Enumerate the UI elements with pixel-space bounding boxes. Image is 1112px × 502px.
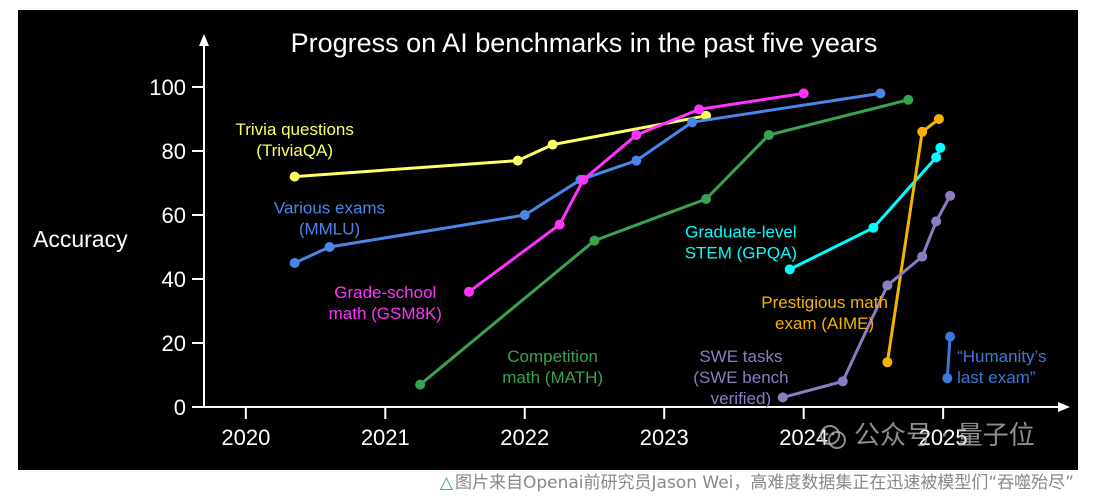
- data-point: [512, 155, 523, 166]
- y-tick-label: 40: [162, 267, 186, 292]
- series-label: Trivia questions (TriviaQA): [235, 120, 353, 160]
- data-point: [933, 114, 944, 124]
- data-point: [931, 152, 942, 163]
- series-line: [789, 147, 942, 271]
- series-humanity-s-last-exam: [942, 331, 956, 384]
- x-tick-label: 2025: [919, 425, 968, 450]
- data-point: [942, 373, 953, 384]
- data-point: [463, 286, 474, 297]
- data-point: [694, 104, 705, 115]
- series-label-line: verified): [711, 389, 771, 408]
- y-axis-arrow: [199, 34, 209, 46]
- data-point: [324, 242, 335, 252]
- data-point: [784, 264, 795, 275]
- data-point: [631, 155, 642, 166]
- data-point: [882, 357, 893, 368]
- data-point: [289, 258, 300, 268]
- y-tick-label: 60: [162, 203, 186, 228]
- data-point: [763, 130, 774, 140]
- series-label-line: math (MATH): [502, 368, 603, 387]
- data-point: [917, 251, 928, 262]
- data-point: [578, 174, 589, 185]
- data-point: [868, 222, 879, 233]
- data-point: [519, 210, 530, 220]
- series-line: [294, 114, 707, 179]
- series-label-line: (TriviaQA): [256, 141, 333, 160]
- data-point: [935, 142, 946, 153]
- y-tick-label: 80: [162, 139, 186, 164]
- series-label-line: Competition: [507, 347, 598, 366]
- series-label-line: SWE tasks: [699, 347, 782, 366]
- data-point: [945, 190, 956, 201]
- series-label: Competition math (MATH): [502, 347, 603, 387]
- chart-title: Progress on AI benchmarks in the past fi…: [291, 28, 878, 58]
- data-point: [415, 379, 426, 390]
- x-tick-label: 2024: [779, 425, 828, 450]
- watermark: 公众号 · 量子位: [818, 415, 1035, 452]
- series-label: Grade-school math (GSM8K): [329, 283, 442, 323]
- data-point: [931, 216, 942, 227]
- series-label-line: (SWE bench: [693, 368, 788, 387]
- series-label-line: math (GSM8K): [329, 304, 442, 323]
- series-line: [468, 91, 804, 294]
- series-label-line: “Humanity’s: [957, 347, 1046, 366]
- data-point: [777, 392, 788, 403]
- x-axis-arrow: [1058, 402, 1070, 412]
- series-gpqa: [784, 142, 946, 275]
- caption-text: 图片来自Openai前研究员Jason Wei，高难度数据集正在迅速被模型们“吞…: [454, 473, 1074, 493]
- chart-frame: Progress on AI benchmarks in the past fi…: [18, 10, 1078, 470]
- series-labels: Trivia questions (TriviaQA) Various exams (…: [235, 120, 1046, 408]
- axes: 0 20 40 60 80 100 2020 2021 2022 2023 2024 2025: [149, 34, 1070, 450]
- series-label: SWE tasks (SWE bench verified): [693, 347, 788, 408]
- series-gsm8k: [463, 88, 809, 297]
- series-label: Graduate-level STEM (GPQA): [685, 222, 797, 262]
- watermark-text: 公众号 · 量子位: [854, 421, 1035, 451]
- triangle-icon: △: [439, 473, 453, 493]
- series-aime: [882, 114, 944, 368]
- x-tick-label: 2021: [361, 425, 410, 450]
- y-tick-label: 0: [174, 395, 186, 420]
- data-point: [547, 139, 558, 150]
- y-tick-label: 100: [149, 75, 186, 100]
- x-tick-label: 2022: [500, 425, 549, 450]
- figure-caption: △ 图片来自Openai前研究员Jason Wei，高难度数据集正在迅速被模型们“…: [0, 472, 1074, 494]
- series-label-line: last exam”: [957, 368, 1036, 387]
- data-point: [903, 94, 914, 105]
- series-label-line: Grade-school: [334, 283, 436, 302]
- series-label-line: Graduate-level: [685, 222, 797, 241]
- series-line: [885, 117, 940, 363]
- chart: Progress on AI benchmarks in the past fi…: [33, 28, 1070, 450]
- data-point: [589, 235, 600, 246]
- series-label: Various exams (MMLU): [274, 198, 385, 238]
- series-layer: [289, 88, 956, 403]
- data-point: [875, 88, 886, 99]
- data-point: [945, 331, 956, 342]
- series-math: [415, 94, 914, 390]
- data-point: [917, 126, 928, 137]
- data-point: [882, 280, 893, 291]
- data-point: [701, 194, 712, 204]
- series-label-line: STEM (GPQA): [685, 243, 797, 262]
- data-point: [798, 88, 809, 99]
- series-label: Prestigious math exam (AIME): [761, 293, 888, 333]
- series-label: “Humanity’s last exam”: [957, 347, 1046, 387]
- series-label-line: Various exams: [274, 198, 385, 217]
- series-label-line: (MMLU): [299, 219, 360, 238]
- data-point: [631, 130, 642, 140]
- x-tick-label: 2020: [221, 425, 270, 450]
- x-tick-label: 2023: [640, 425, 689, 450]
- series-label-line: Prestigious math: [761, 293, 888, 312]
- data-point: [837, 376, 848, 387]
- wechat-icon: [820, 424, 846, 449]
- series-line: [945, 336, 952, 379]
- data-point: [687, 117, 698, 128]
- data-point: [554, 219, 565, 230]
- series-triviaqa: [289, 110, 712, 182]
- series-label-line: Trivia questions: [235, 120, 353, 139]
- series-swe-bench: [777, 190, 956, 403]
- data-point: [289, 171, 300, 182]
- y-tick-label: 20: [162, 331, 186, 356]
- series-label-line: exam (AIME): [775, 314, 874, 333]
- y-axis-label: Accuracy: [33, 226, 128, 252]
